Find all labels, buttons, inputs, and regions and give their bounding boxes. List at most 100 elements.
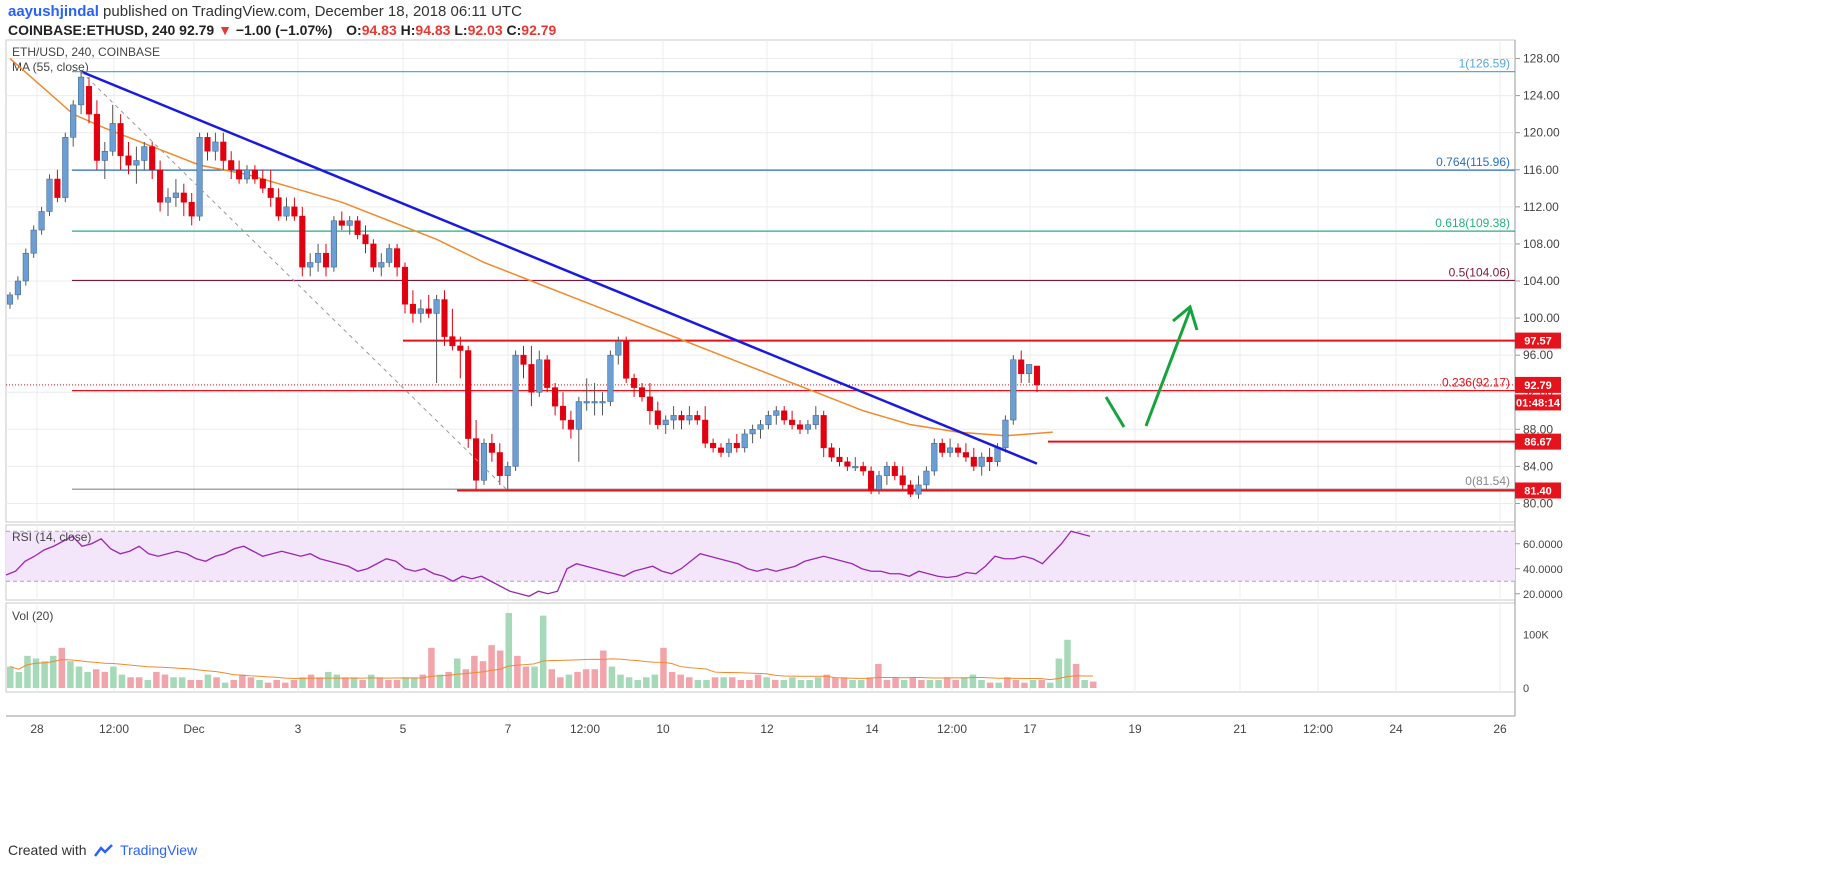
volume-bar bbox=[797, 679, 805, 688]
time-tick-label: Dec bbox=[183, 722, 204, 736]
volume-bar bbox=[101, 671, 109, 688]
volume-bar bbox=[875, 663, 882, 688]
volume-bar bbox=[1029, 679, 1037, 688]
candle bbox=[291, 206, 298, 217]
open-value: 94.83 bbox=[361, 22, 397, 38]
candle bbox=[14, 280, 21, 296]
volume-legend: Vol (20) bbox=[12, 609, 53, 623]
volume-bar bbox=[634, 679, 641, 688]
time-tick-label: 12:00 bbox=[937, 722, 967, 736]
volume-bar bbox=[436, 674, 444, 688]
candle bbox=[954, 447, 962, 453]
volume-bar bbox=[625, 677, 633, 688]
candle bbox=[354, 220, 361, 235]
candle bbox=[520, 354, 527, 365]
volume-bar bbox=[514, 655, 521, 688]
candle bbox=[70, 104, 77, 138]
candle bbox=[204, 137, 211, 152]
candle bbox=[741, 433, 748, 449]
candle bbox=[220, 141, 227, 161]
candle bbox=[62, 137, 69, 198]
candle bbox=[101, 150, 108, 161]
volume-bar bbox=[900, 679, 908, 688]
candle bbox=[638, 387, 646, 398]
volume-bar bbox=[952, 679, 959, 688]
volume-bar bbox=[453, 658, 461, 688]
change-value: −1.00 (−1.07%) bbox=[235, 22, 333, 38]
candle bbox=[54, 178, 61, 198]
volume-bar bbox=[720, 677, 727, 688]
volume-bar bbox=[600, 650, 607, 688]
volume-bar bbox=[282, 682, 289, 688]
candle bbox=[512, 354, 519, 467]
candle bbox=[307, 262, 314, 268]
volume-bar bbox=[651, 674, 659, 688]
candle bbox=[899, 475, 906, 486]
volume-bar bbox=[1012, 679, 1020, 688]
candle bbox=[149, 146, 156, 171]
candle bbox=[844, 461, 851, 467]
time-tick-label: 24 bbox=[1389, 722, 1403, 736]
volume-bar bbox=[110, 666, 117, 688]
volume-bar bbox=[32, 658, 40, 688]
candle bbox=[939, 442, 946, 453]
candle bbox=[559, 405, 567, 421]
candle bbox=[860, 466, 867, 472]
level-price-label: 97.57 bbox=[1524, 336, 1552, 348]
volume-bar bbox=[325, 671, 332, 688]
volume-bar bbox=[617, 674, 624, 688]
level-price-box bbox=[1515, 332, 1561, 349]
candle bbox=[433, 299, 440, 314]
fib-level-label: 0.5(104.06) bbox=[1449, 265, 1510, 279]
volume-bar bbox=[823, 674, 831, 688]
candle bbox=[836, 456, 843, 463]
projection-arrow-down bbox=[1104, 396, 1126, 428]
last-price-box bbox=[1515, 394, 1561, 411]
volume-bar bbox=[771, 679, 779, 688]
volume-bar bbox=[582, 669, 590, 688]
volume-bar bbox=[196, 679, 203, 688]
candle bbox=[30, 229, 37, 254]
volume-bar bbox=[574, 671, 581, 688]
volume-bar bbox=[591, 669, 598, 688]
candle bbox=[283, 206, 290, 217]
volume-bar bbox=[686, 677, 693, 688]
volume-bar bbox=[754, 674, 762, 688]
candle bbox=[394, 248, 401, 268]
candle bbox=[488, 442, 495, 453]
candle bbox=[465, 350, 472, 439]
volume-bar bbox=[978, 679, 985, 688]
ma-legend: MA (55, close) bbox=[12, 60, 89, 74]
volume-bar bbox=[230, 679, 237, 688]
volume-bar bbox=[539, 615, 547, 688]
candle bbox=[812, 415, 819, 425]
volume-bar bbox=[789, 677, 796, 688]
tradingview-brand[interactable]: TradingView bbox=[120, 842, 198, 858]
volume-bar bbox=[806, 679, 813, 688]
rsi-line bbox=[5, 530, 1091, 597]
volume-bar bbox=[557, 677, 564, 688]
candle bbox=[441, 299, 448, 337]
candle bbox=[891, 466, 898, 476]
open-label: O: bbox=[346, 22, 362, 38]
time-tick-label: 12:00 bbox=[99, 722, 129, 736]
volume-bar bbox=[187, 679, 194, 688]
volume-bar bbox=[41, 661, 48, 688]
candle bbox=[38, 211, 45, 231]
price-tick-label: 80.00 bbox=[1523, 496, 1553, 510]
last-price-box bbox=[1515, 376, 1561, 393]
candle bbox=[1033, 365, 1041, 386]
last-price-label: 01:48:14 bbox=[1516, 397, 1561, 409]
candle bbox=[804, 424, 811, 430]
volume-bar bbox=[144, 679, 152, 688]
volume-bar bbox=[660, 647, 667, 688]
candle bbox=[243, 169, 251, 180]
author-link[interactable]: aayushjindal bbox=[8, 3, 99, 20]
candle bbox=[480, 442, 488, 481]
candle bbox=[828, 447, 835, 458]
candle bbox=[733, 442, 740, 449]
arrowhead bbox=[1172, 304, 1199, 331]
candle bbox=[796, 424, 804, 430]
volume-tick-label: 100K bbox=[1523, 629, 1549, 641]
